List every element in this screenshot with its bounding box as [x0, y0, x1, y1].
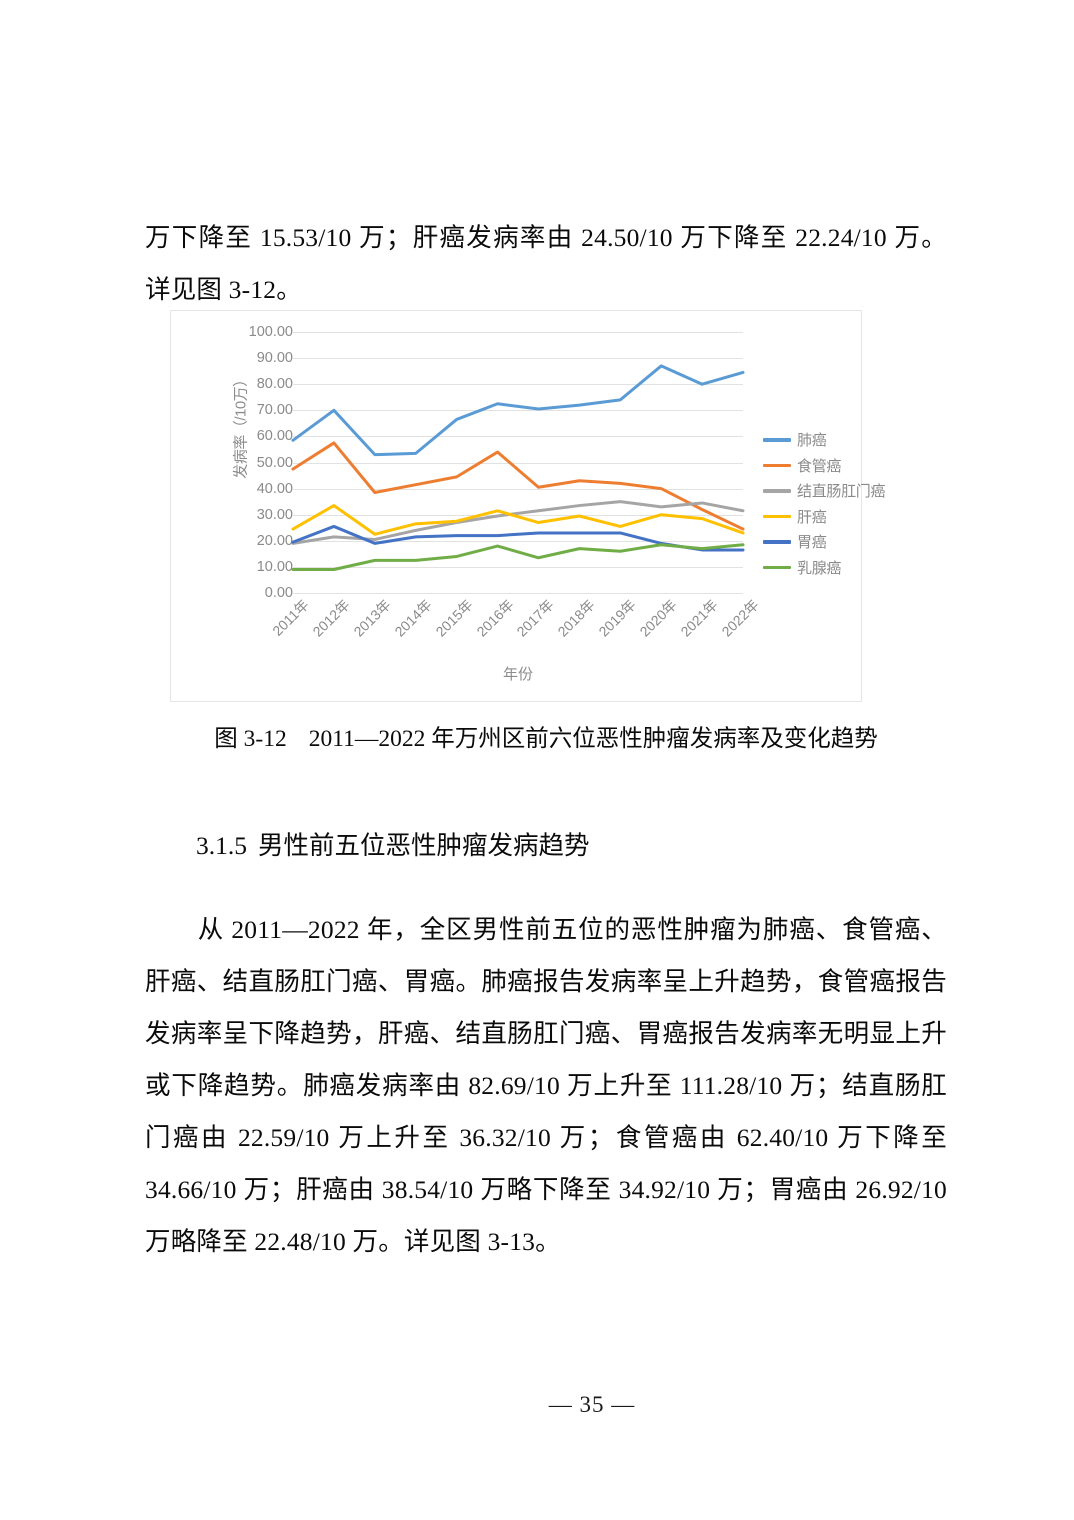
legend-swatch-icon: [763, 565, 791, 569]
gridline: [293, 566, 743, 568]
y-axis-tick-label: 90.00: [256, 350, 293, 367]
gridline: [293, 488, 743, 490]
y-axis-tick-label: 70.00: [256, 402, 293, 419]
gridline: [293, 462, 743, 464]
page-number: — 35 —: [0, 1392, 1074, 1418]
page-number-text: — 35 —: [548, 1392, 636, 1417]
y-axis-tick-label: 40.00: [256, 480, 293, 497]
series-lines: [291, 364, 745, 572]
legend-swatch-icon: [763, 540, 791, 544]
legend-item: 胃癌: [763, 529, 889, 555]
legend-swatch-icon: [763, 514, 791, 518]
legend-label: 结直肠肛门癌: [797, 483, 886, 501]
legend-item: 乳腺癌: [763, 555, 889, 581]
figure-caption: 图 3-12 2011—2022 年万州区前六位恶性肿瘤发病率及变化趋势: [145, 722, 947, 756]
chart-legend: 肺癌食管癌结直肠肛门癌 肝癌胃癌乳腺癌: [763, 427, 889, 580]
legend-label: 胃癌: [797, 534, 827, 552]
paragraph-mid-text: 从 2011—2022 年，全区男性前五位的恶性肿瘤为肺癌、食管癌、肝癌、结直肠…: [145, 914, 947, 1256]
legend-swatch-icon: [763, 438, 791, 442]
legend-label: 肺癌: [797, 432, 827, 450]
section-heading-text: 男性前五位恶性肿瘤发病趋势: [258, 831, 590, 860]
gridline: [293, 384, 743, 386]
legend-item: 肝癌: [763, 504, 889, 530]
y-axis-tick-label: 80.00: [256, 376, 293, 393]
gridline: [293, 332, 743, 333]
legend-label: 乳腺癌: [797, 559, 842, 577]
x-axis-tick-label: 2021年: [677, 596, 721, 640]
y-axis-tick-label: 100.00: [248, 324, 293, 340]
x-axis-title: 年份: [502, 666, 533, 683]
legend-item: 肺癌: [763, 427, 889, 453]
series-line: [291, 364, 745, 457]
gridline: [293, 410, 743, 412]
legend-item: 结直肠肛门癌: [763, 478, 889, 504]
gridline: [293, 436, 743, 438]
gridline: [293, 358, 743, 360]
x-axis-tick-label: 2013年: [350, 596, 394, 640]
x-axis-ticks: 2011年 2012年 2013年 2014年 2015年 2016年 2017年 2018年…: [269, 595, 762, 657]
y-axis-tick-label: 0.00: [264, 585, 293, 601]
series-line: [291, 543, 745, 572]
figure-caption-text: 2011—2022 年万州区前六位恶性肿瘤发病率及变化趋势: [308, 726, 878, 752]
section-heading-number: 3.1.5: [196, 831, 247, 860]
x-axis-tick-label: 2016年: [473, 596, 517, 640]
figure-caption-label: 图 3-12: [214, 726, 287, 752]
x-axis-tick-label: 2015年: [432, 596, 476, 640]
x-axis-tick-label: 2017年: [513, 596, 558, 640]
chart-inner: 发病率（/10万） 100.00 90.00 80.00 70.00 60.00 50.0…: [171, 311, 886, 701]
legend-item: 食管癌: [763, 453, 889, 479]
plot-area: [291, 332, 745, 594]
paragraph-top: 万下降至 15.53/10 万；肝癌发病率由 24.50/10 万下降至 22.…: [145, 222, 947, 304]
legend-swatch-icon: [763, 489, 791, 493]
y-axis-tick-label: 50.00: [256, 454, 293, 471]
legend-label: 肝癌: [797, 508, 827, 526]
gridline: [293, 540, 743, 542]
y-axis-ticks: 100.00 90.00 80.00 70.00 60.00 50.00 40.00 30.0…: [171, 311, 293, 701]
series-line: [291, 441, 745, 531]
section-heading: 3.1.5 男性前五位恶性肿瘤发病趋势: [196, 822, 590, 870]
x-axis-tick-label: 2018年: [554, 596, 599, 640]
paragraph-mid: 从 2011—2022 年，全区男性前五位的恶性肿瘤为肺癌、食管癌、肝癌、结直肠…: [145, 904, 947, 1268]
figure-3-12-chart: 发病率（/10万） 100.00 90.00 80.00 70.00 60.00 50.0…: [170, 310, 886, 702]
y-axis-tick-label: 30.00: [256, 506, 293, 523]
x-axis-tick-label: 2020年: [636, 596, 680, 640]
x-axis-tick-label: 2019年: [595, 596, 639, 640]
y-axis-tick-label: 10.00: [256, 558, 293, 575]
x-axis-tick-label: 2022年: [718, 596, 762, 640]
x-axis-tick-label: 2014年: [391, 596, 435, 640]
x-axis-tick-label: 2012年: [309, 596, 353, 640]
y-axis-tick-label: 60.00: [256, 428, 293, 445]
legend-swatch-icon: [763, 463, 791, 467]
legend-label: 食管癌: [797, 457, 842, 475]
y-axis-tick-label: 20.00: [256, 532, 293, 549]
series-line: [291, 504, 745, 536]
gridline: [293, 593, 743, 594]
